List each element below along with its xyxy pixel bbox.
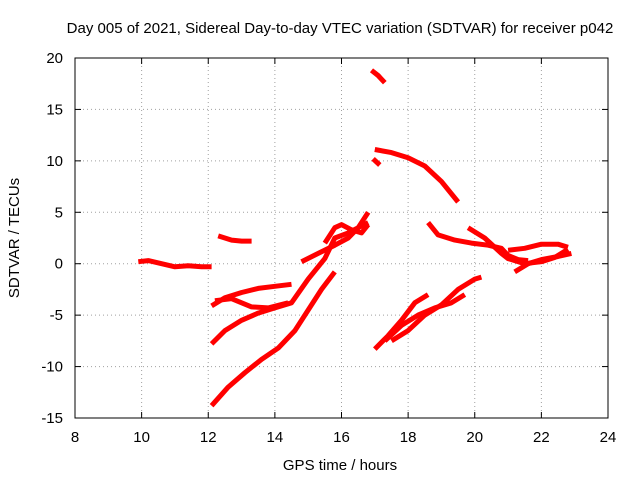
y-tick-label: 5 [55,204,63,221]
trace-arc-17 [507,241,569,253]
axis-ticks: 8 10 12 14 16 18 20 22 24 -15 -10 -5 0 5 10 15 20 [41,50,616,446]
trace-arc-2 [217,233,252,244]
trace-arc-1 [138,258,212,270]
trace-arc-7 [300,210,371,264]
x-axis-label: GPS time / hours [283,457,397,474]
y-tick-label: 20 [46,50,63,67]
trace-arc-14 [383,292,467,343]
trace-arc-9 [369,68,387,85]
y-tick-label: 10 [46,153,63,170]
x-tick-label: 12 [200,429,217,446]
trace-arc-15 [426,221,529,264]
x-tick-label: 8 [71,429,79,446]
trace-arc-18 [513,250,572,275]
x-tick-label: 16 [333,429,350,446]
trace-arc-8 [322,222,371,245]
y-tick-label: -5 [50,307,63,324]
y-tick-label: -15 [41,410,63,427]
data-traces [138,68,572,408]
chart-title: Day 005 of 2021, Sidereal Day-to-day VTE… [67,20,614,37]
y-tick-label: -10 [41,359,63,376]
x-tick-label: 20 [466,429,483,446]
trace-arc-6 [209,270,337,408]
x-tick-label: 24 [600,429,617,446]
y-axis-label: SDTVAR / TECUs [6,178,23,298]
x-tick-label: 22 [533,429,550,446]
x-tick-label: 18 [400,429,417,446]
x-tick-label: 10 [133,429,150,446]
trace-arc-12 [373,292,430,351]
y-tick-label: 0 [55,256,63,273]
trace-arc-5 [209,220,370,346]
y-tick-label: 15 [46,101,63,118]
trace-arc-11 [374,147,461,204]
trace-arc-10 [371,156,382,167]
x-tick-label: 14 [267,429,284,446]
